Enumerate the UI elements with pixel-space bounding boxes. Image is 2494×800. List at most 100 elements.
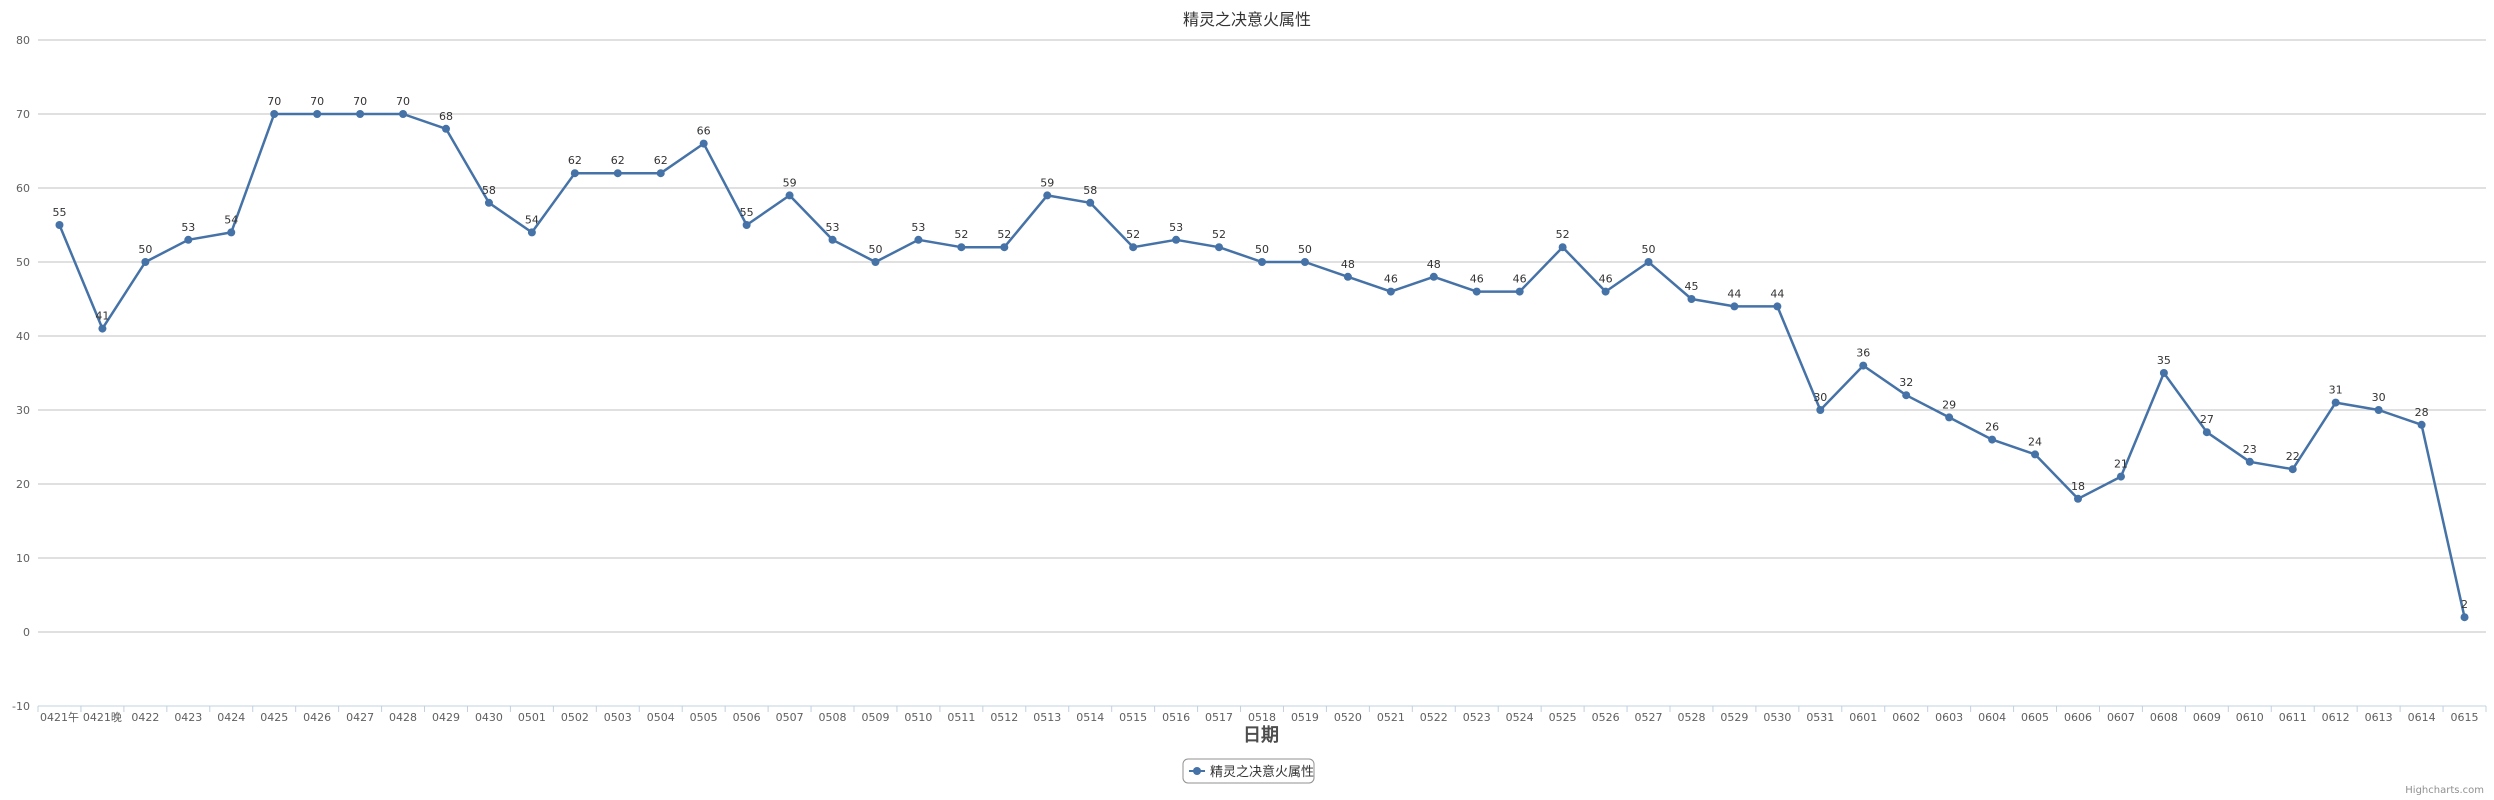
y-tick-label: 0 [23, 626, 30, 639]
x-tick-label: 0601 [1849, 711, 1877, 724]
data-point[interactable] [914, 235, 923, 244]
gridlines [38, 39, 2486, 707]
data-point[interactable] [828, 235, 837, 244]
x-tick-label: 0607 [2107, 711, 2135, 724]
data-point[interactable] [1086, 198, 1095, 207]
x-tick-label: 0503 [604, 711, 632, 724]
data-label: 52 [1556, 228, 1570, 241]
data-point[interactable] [1000, 243, 1009, 252]
data-point[interactable] [1043, 191, 1052, 200]
data-point[interactable] [2159, 369, 2168, 377]
data-label: 53 [181, 221, 195, 234]
data-point[interactable] [2288, 465, 2297, 474]
data-point[interactable] [2116, 472, 2125, 481]
x-tick-label: 0428 [389, 711, 417, 724]
y-tick-label: 30 [16, 404, 30, 417]
x-tick-label: 0427 [346, 711, 374, 724]
data-point[interactable] [2374, 406, 2383, 414]
series-layer [55, 110, 2469, 622]
data-label: 31 [2329, 384, 2343, 397]
x-tick-label: 0426 [303, 711, 331, 724]
data-point[interactable] [1472, 287, 1481, 296]
data-label: 32 [1899, 376, 1913, 389]
x-tick-label: 0527 [1635, 711, 1663, 724]
credit-link[interactable]: Highcharts.com [2405, 785, 2484, 796]
data-point[interactable] [1773, 302, 1782, 311]
data-point[interactable] [1429, 272, 1438, 281]
data-label: 21 [2114, 458, 2128, 471]
x-tick-label: 0504 [647, 711, 675, 724]
x-tick-label: 0510 [904, 711, 932, 724]
x-tick-label: 0512 [990, 711, 1018, 724]
data-point[interactable] [656, 169, 665, 178]
data-label: 46 [1513, 273, 1527, 286]
data-point[interactable] [1215, 243, 1224, 252]
data-point[interactable] [613, 169, 622, 178]
data-point[interactable] [356, 110, 365, 118]
data-point[interactable] [2031, 450, 2040, 459]
data-point[interactable] [484, 198, 493, 207]
data-point[interactable] [184, 235, 193, 244]
legend-marker-icon [1193, 767, 1201, 775]
data-label: 66 [697, 125, 711, 138]
x-tick-label: 0604 [1978, 711, 2006, 724]
x-tick-label: 0511 [947, 711, 975, 724]
data-point[interactable] [270, 110, 279, 118]
data-point[interactable] [699, 139, 708, 148]
data-label: 44 [1727, 287, 1741, 300]
data-point[interactable] [2202, 428, 2211, 437]
data-point[interactable] [1945, 413, 1954, 422]
data-point[interactable] [1258, 258, 1266, 266]
data-point[interactable] [1343, 272, 1352, 281]
data-point[interactable] [957, 243, 966, 252]
data-point[interactable] [1172, 235, 1181, 244]
data-label: 53 [826, 221, 840, 234]
data-point[interactable] [1300, 258, 1309, 266]
data-point[interactable] [1129, 243, 1138, 252]
data-point[interactable] [141, 258, 150, 266]
data-label: 62 [568, 154, 582, 167]
data-point[interactable] [2417, 420, 2426, 429]
data-label: 59 [783, 176, 797, 189]
data-point[interactable] [742, 221, 751, 229]
data-point[interactable] [527, 228, 536, 237]
y-tick-label: 20 [16, 478, 30, 491]
data-label: 52 [1126, 228, 1140, 241]
x-axis: 0421午 0421晚 0422 0423 0424 0425 0426 0427 0428 04… [37, 705, 2487, 724]
data-point[interactable] [1730, 302, 1739, 311]
data-point[interactable] [785, 191, 794, 200]
data-point[interactable] [1644, 258, 1653, 266]
data-point[interactable] [1386, 287, 1395, 296]
data-point[interactable] [1816, 406, 1825, 414]
data-label: 53 [911, 221, 925, 234]
data-point[interactable] [1902, 391, 1911, 400]
data-point[interactable] [1687, 295, 1696, 303]
data-point[interactable] [98, 324, 107, 333]
x-tick-label: 0519 [1291, 711, 1319, 724]
data-point[interactable] [2331, 398, 2340, 407]
data-point[interactable] [570, 169, 579, 178]
y-tick-label: 50 [16, 256, 30, 269]
data-point[interactable] [1515, 287, 1524, 296]
data-point[interactable] [227, 228, 236, 237]
data-point[interactable] [442, 124, 450, 133]
legend-item-label[interactable]: 精灵之决意火属性 [1210, 764, 1314, 780]
data-point[interactable] [2074, 494, 2082, 503]
data-point[interactable] [55, 221, 64, 229]
data-point[interactable] [1988, 435, 1997, 444]
x-tick-label: 0513 [1033, 711, 1061, 724]
y-tick-label: 80 [16, 34, 30, 47]
data-point[interactable] [2245, 457, 2254, 466]
data-label: 23 [2243, 443, 2257, 456]
data-point[interactable] [2460, 613, 2469, 622]
data-point[interactable] [1558, 243, 1567, 252]
legend[interactable]: 精灵之决意火属性 [1182, 758, 1315, 784]
data-point[interactable] [313, 110, 322, 118]
x-tick-label: 0602 [1892, 711, 1920, 724]
data-point[interactable] [871, 258, 880, 266]
data-point[interactable] [1601, 287, 1610, 296]
data-point[interactable] [399, 110, 408, 118]
data-label: 54 [525, 213, 539, 226]
data-point[interactable] [1859, 361, 1868, 370]
